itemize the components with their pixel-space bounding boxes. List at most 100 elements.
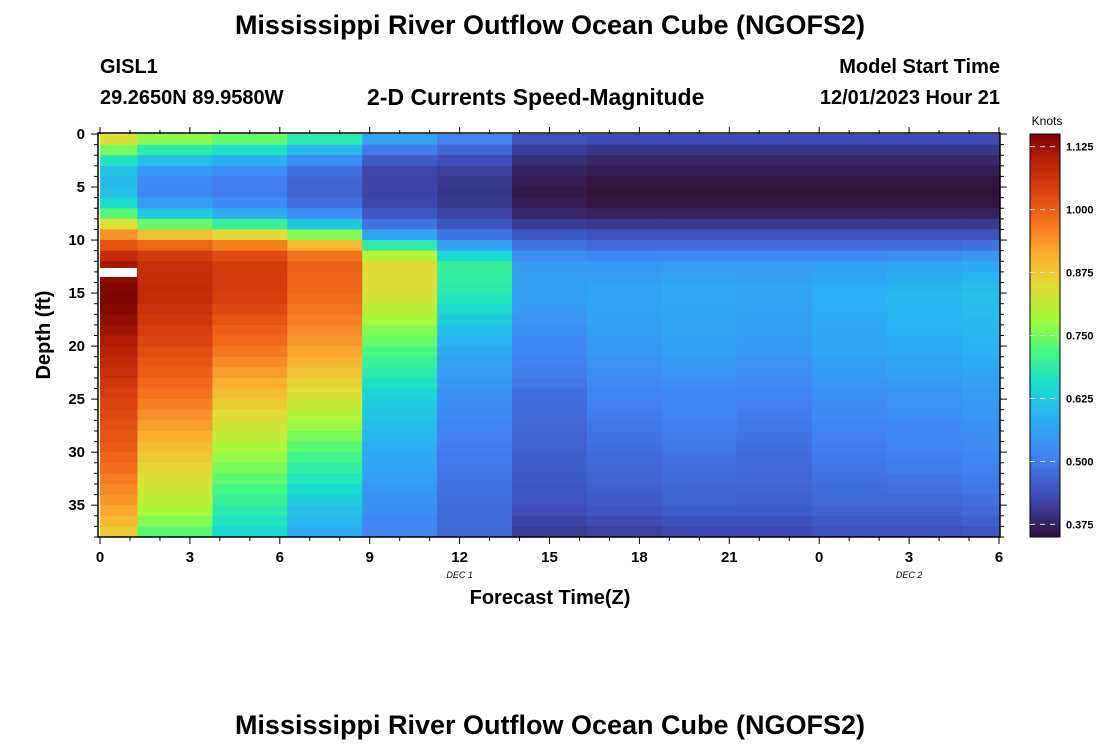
heatmap-cell xyxy=(961,452,1000,464)
heatmap-cell xyxy=(212,197,288,209)
heatmap-cell xyxy=(512,441,588,453)
heatmap-cell xyxy=(212,420,288,432)
heatmap-cell xyxy=(886,399,963,411)
heatmap-cell xyxy=(512,388,588,400)
heatmap-cell xyxy=(287,197,363,209)
heatmap-cell xyxy=(961,346,1000,358)
heatmap-cell xyxy=(811,134,888,146)
heatmap-cell xyxy=(212,261,288,273)
heatmap-cell xyxy=(212,335,288,347)
heatmap-cell xyxy=(661,218,738,231)
heatmap-cell xyxy=(586,399,663,411)
heatmap-cell xyxy=(100,377,139,390)
y-tick-label: 0 xyxy=(77,126,85,143)
heatmap-cell xyxy=(362,515,438,527)
heatmap-cell xyxy=(362,441,438,453)
heatmap-cell xyxy=(661,483,738,496)
heatmap-cell xyxy=(661,367,738,379)
heatmap-cell xyxy=(512,473,588,485)
heatmap-cell xyxy=(100,250,139,262)
heatmap-cell xyxy=(512,155,588,167)
heatmap-cell xyxy=(961,399,1000,411)
heatmap-cell xyxy=(100,515,139,527)
colorbar-tick-label: 1.000 xyxy=(1066,205,1094,217)
heatmap-cell xyxy=(586,409,663,421)
heatmap-cell xyxy=(811,526,888,538)
heatmap-cell xyxy=(736,229,813,241)
heatmap-cell xyxy=(886,187,963,199)
heatmap-cell xyxy=(736,240,813,252)
heatmap-cell xyxy=(512,377,588,390)
heatmap-cell xyxy=(811,250,888,262)
heatmap-cell xyxy=(811,430,888,443)
heatmap-cell xyxy=(437,324,513,337)
colorbar-tick-label: 0.875 xyxy=(1066,268,1094,280)
heatmap-cell xyxy=(362,208,438,220)
heatmap-cell xyxy=(961,208,1000,220)
heatmap-cell xyxy=(212,218,288,231)
heatmap-cell xyxy=(586,377,663,390)
heatmap-cell xyxy=(100,293,139,305)
heatmap-cell xyxy=(886,165,963,178)
heatmap-cell xyxy=(512,335,588,347)
y-tick-label: 5 xyxy=(77,179,85,196)
heatmap-cell xyxy=(736,526,813,538)
heatmap-cell xyxy=(362,303,438,315)
heatmap-cell xyxy=(661,409,738,421)
heatmap-cell xyxy=(586,515,663,527)
heatmap-cell xyxy=(811,494,888,506)
heatmap-cell xyxy=(811,420,888,432)
heatmap-cell xyxy=(287,271,363,284)
heatmap-cell xyxy=(100,314,139,326)
heatmap-cell xyxy=(811,462,888,474)
heatmap-cell xyxy=(362,293,438,305)
heatmap-cell xyxy=(586,441,663,453)
heatmap-cell xyxy=(437,155,513,167)
heatmap-cell xyxy=(736,430,813,443)
heatmap-cell xyxy=(137,324,213,337)
heatmap-cell xyxy=(212,441,288,453)
heatmap-cell xyxy=(586,293,663,305)
heatmap-cell xyxy=(362,346,438,358)
heatmap-cell xyxy=(362,165,438,178)
heatmap-cell xyxy=(736,483,813,496)
heatmap-cell xyxy=(661,324,738,337)
heatmap-cell xyxy=(886,197,963,209)
heatmap-cell xyxy=(100,388,139,400)
heatmap-cell xyxy=(362,314,438,326)
heatmap-cell xyxy=(886,462,963,474)
heatmap-cell xyxy=(137,240,213,252)
heatmap-cell xyxy=(287,483,363,496)
heatmap-cell xyxy=(512,505,588,517)
heatmap-cell xyxy=(362,505,438,517)
heatmap-cell xyxy=(437,134,513,146)
heatmap-cell xyxy=(811,303,888,315)
heatmap-cell xyxy=(212,144,288,156)
heatmap-cell xyxy=(886,526,963,538)
heatmap-cell xyxy=(362,473,438,485)
heatmap-cell xyxy=(137,483,213,496)
heatmap-cell xyxy=(736,473,813,485)
heatmap-cell xyxy=(811,261,888,273)
heatmap-cell xyxy=(437,144,513,156)
heatmap-cell xyxy=(437,452,513,464)
x-axis-label: Forecast Time(Z) xyxy=(470,587,631,609)
heatmap-cell xyxy=(512,176,588,188)
heatmap-cell xyxy=(961,293,1000,305)
heatmap-cell xyxy=(661,208,738,220)
heatmap-cell xyxy=(287,346,363,358)
heatmap-cell xyxy=(961,134,1000,146)
heatmap xyxy=(100,134,1000,538)
heatmap-cell xyxy=(736,346,813,358)
heatmap-cell xyxy=(661,356,738,368)
heatmap-cell xyxy=(362,197,438,209)
heatmap-cell xyxy=(736,282,813,294)
heatmap-cell xyxy=(100,367,139,379)
heatmap-cell xyxy=(586,367,663,379)
heatmap-cell xyxy=(512,515,588,527)
heatmap-cell xyxy=(100,441,139,453)
x-tick-label: 15 xyxy=(541,549,558,566)
heatmap-cell xyxy=(137,282,213,294)
heatmap-cell xyxy=(661,303,738,315)
heatmap-cell xyxy=(100,282,139,294)
